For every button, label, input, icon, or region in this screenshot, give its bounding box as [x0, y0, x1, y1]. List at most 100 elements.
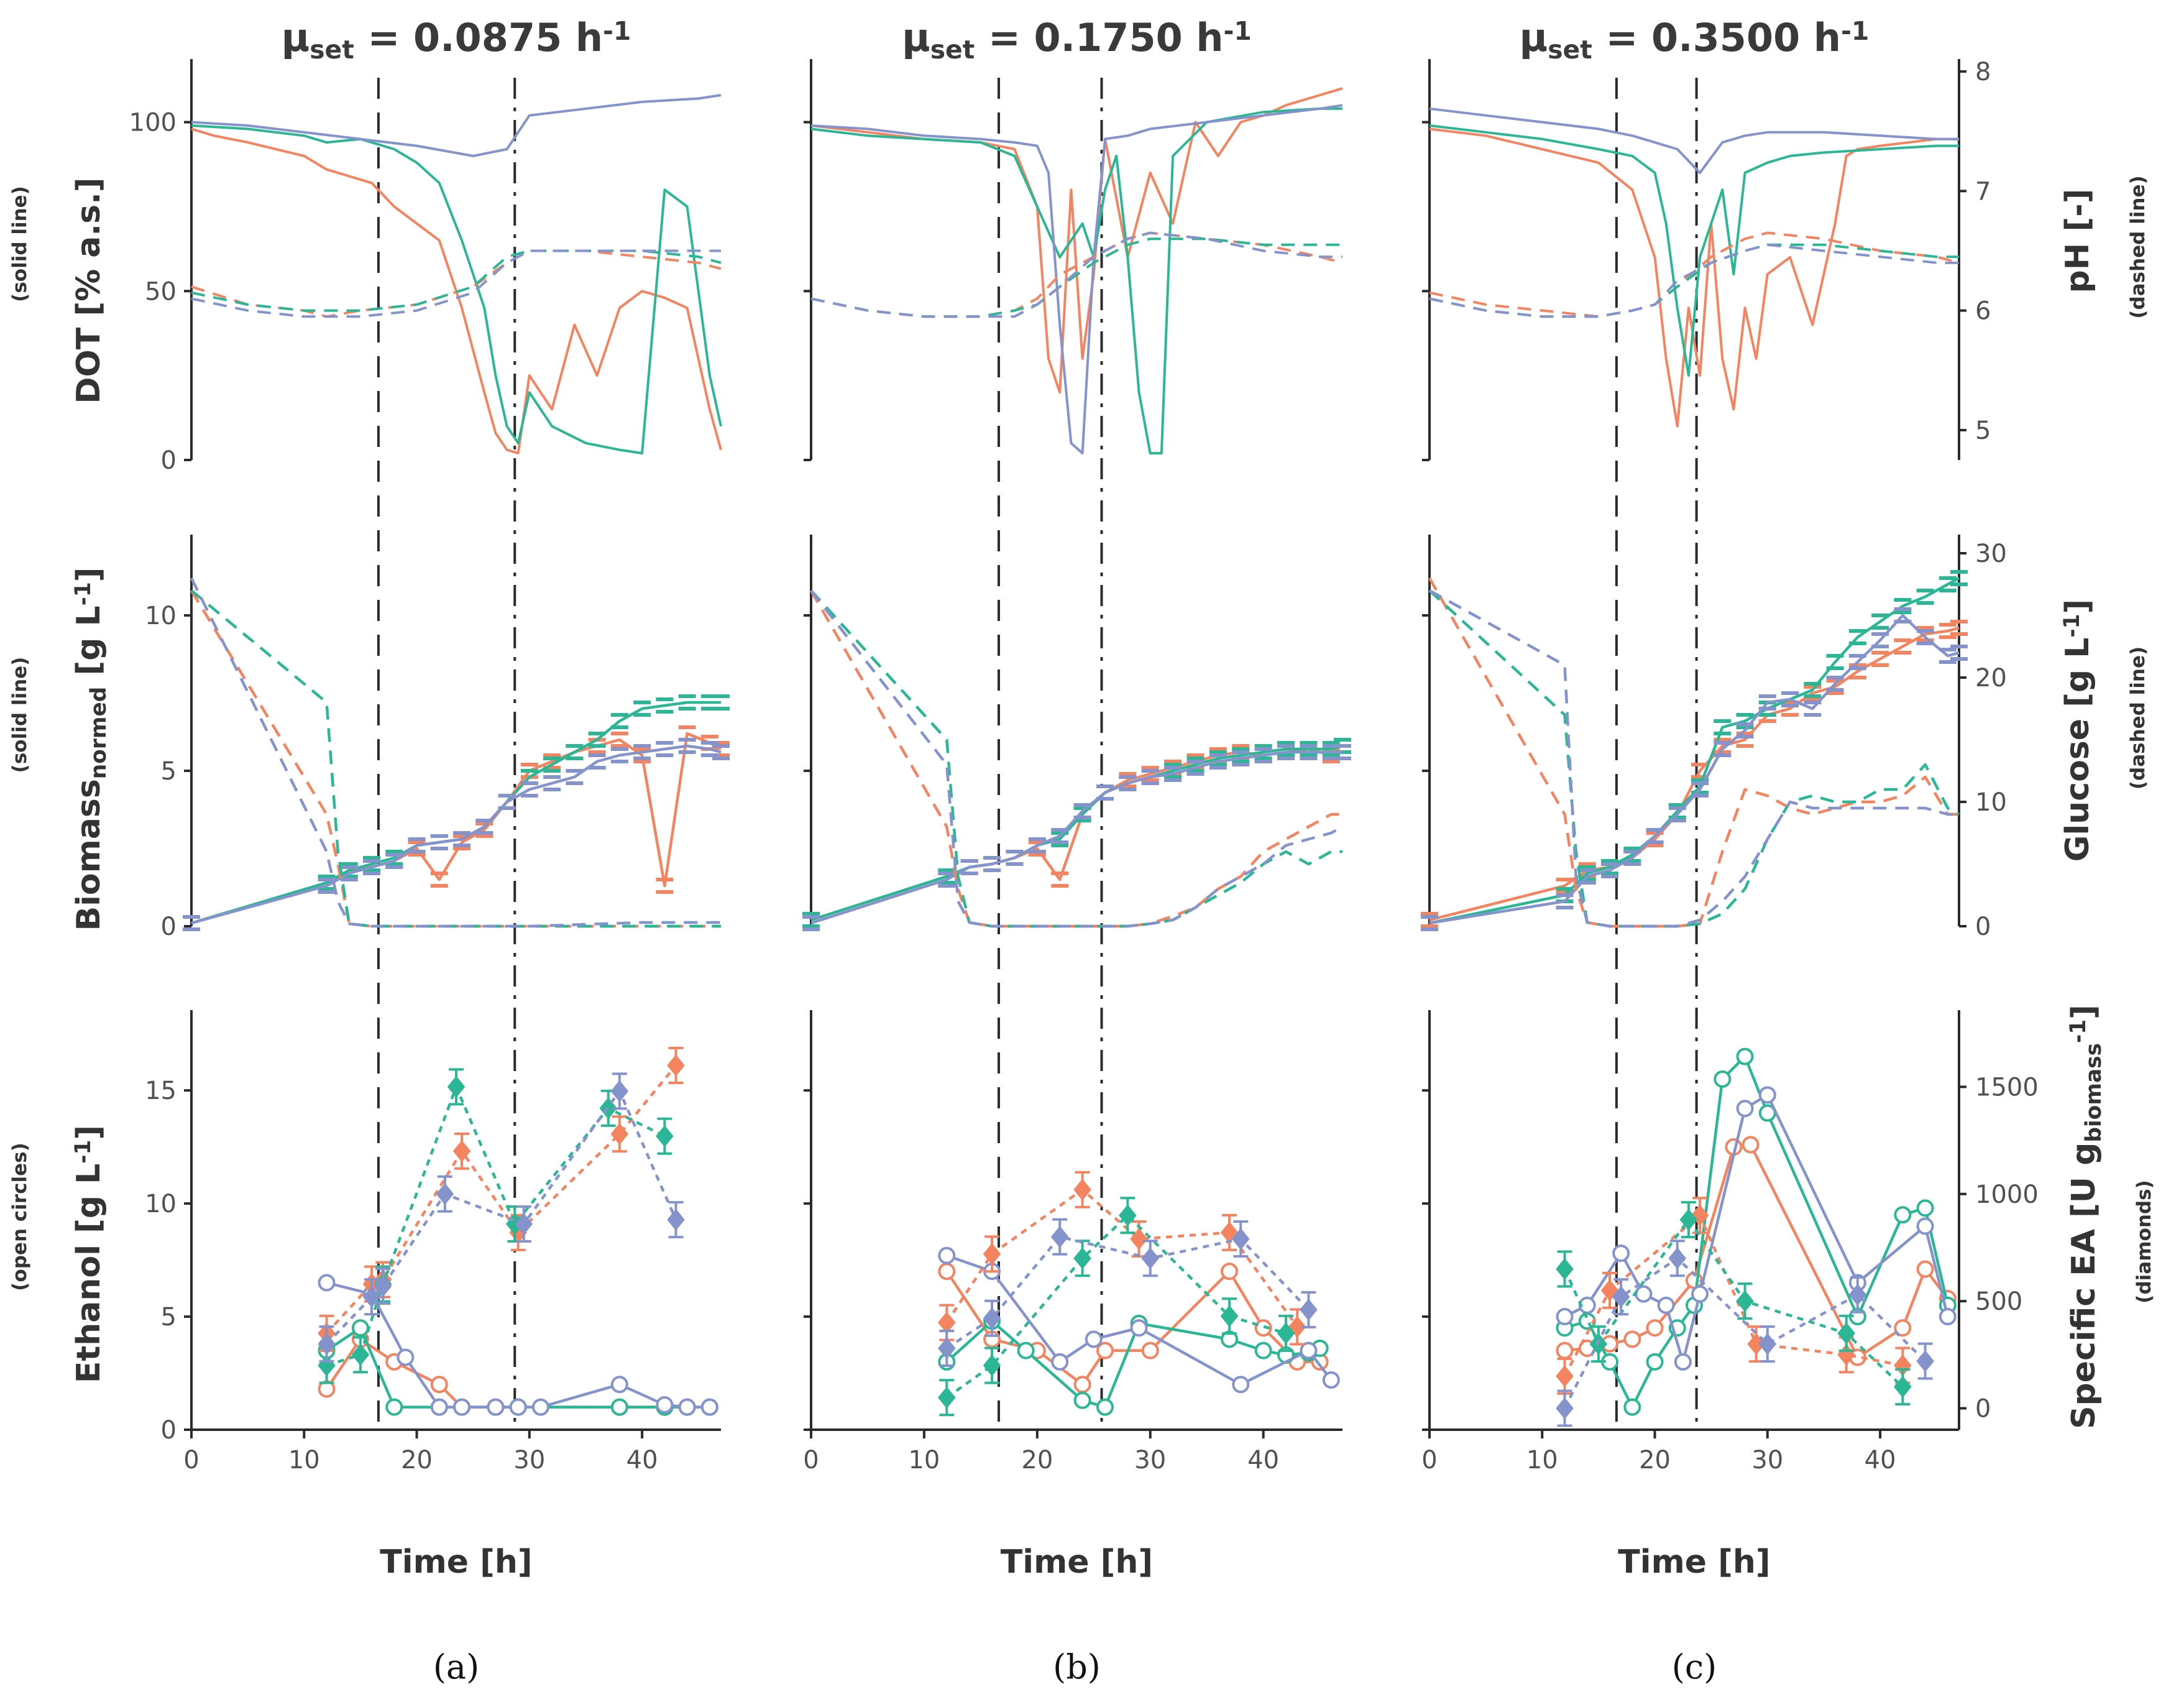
ethanol-point	[1017, 1341, 1035, 1359]
specific-ea-point	[1612, 1286, 1630, 1308]
series-line-green	[1429, 124, 1959, 377]
ethanol-axis-title-part: Ethanol [g L	[70, 1164, 108, 1383]
phase-lines	[377, 78, 1698, 1430]
left-tick-label: 5	[161, 1303, 177, 1332]
subfigure-label: (b)	[1053, 1647, 1101, 1686]
biomass-axis-title-part: ]	[70, 567, 108, 582]
ethanol-point	[1714, 1070, 1732, 1088]
series-line-orange	[1429, 626, 1960, 922]
specific-ea-point	[1119, 1204, 1137, 1226]
ethanol-point	[487, 1398, 505, 1416]
specific-ea-point	[1300, 1299, 1318, 1321]
specific-ea-point	[1758, 1333, 1777, 1355]
right-tick-label: 0	[1975, 1395, 1991, 1424]
ethanol-point	[1657, 1296, 1675, 1314]
specific-ea-point	[1050, 1226, 1069, 1248]
specific-ea-point	[1288, 1315, 1306, 1338]
ethanol-point	[1646, 1319, 1664, 1337]
specific-ea-point	[667, 1208, 685, 1231]
specific-ea-point	[1894, 1376, 1912, 1398]
series-line-green	[1563, 1218, 1904, 1388]
specific-ea-point	[656, 1125, 674, 1148]
series-line-blue	[191, 94, 722, 157]
specific-ea-point	[610, 1080, 629, 1102]
ethanol-point	[1635, 1285, 1653, 1303]
specific-ea-point	[938, 1386, 956, 1409]
column-title-part: = 0.3500 h	[1592, 15, 1841, 60]
specific-ea-point	[1691, 1204, 1709, 1226]
biomass-axis-title-part: [g L	[70, 605, 108, 686]
left-tick-label: 5	[161, 757, 177, 786]
column-title-part: = 0.1750 h	[975, 15, 1223, 60]
specific-ea-axis-title-part: biomass	[2081, 1043, 2106, 1143]
column-title-part: μ	[1520, 15, 1548, 60]
ethanol-point	[1073, 1391, 1091, 1409]
ethanol-axis-note-part: (open circles)	[9, 1143, 31, 1290]
specific-ea-point	[1736, 1290, 1754, 1312]
x-tick-label: 0	[803, 1446, 819, 1474]
ethanol-point	[1736, 1047, 1754, 1065]
series-line-blue	[1429, 614, 1960, 925]
right-tick-label: 1000	[1975, 1180, 2039, 1209]
ethanol-axis-note: (open circles)	[9, 1143, 31, 1290]
right-tick-label: 5	[1975, 416, 1991, 445]
x-tick-label: 0	[1421, 1446, 1437, 1474]
series-line-orange	[810, 589, 1342, 928]
dot-axis-title-part: DOT [% a.s.]	[70, 177, 108, 403]
x-tick-label: 30	[1751, 1446, 1783, 1474]
series-line-green	[810, 107, 1342, 455]
specific-ea-point	[983, 1354, 1001, 1377]
ethanol-point	[531, 1398, 549, 1416]
specific-ea-point	[436, 1183, 454, 1205]
x-tick-label: 30	[513, 1446, 545, 1474]
glucose-axis-title-part: Glucose [g L	[2059, 638, 2096, 862]
series-line-green	[1428, 589, 1960, 928]
glucose-axis-title-part: -1	[2060, 614, 2085, 638]
specific-ea-point	[1073, 1247, 1091, 1269]
ethanol-point	[1221, 1263, 1239, 1281]
specific-ea-point	[515, 1213, 533, 1235]
right-tick-label: 20	[1975, 664, 2007, 692]
dot-axis-note-part: (solid line)	[9, 186, 31, 302]
subfigure-label: (a)	[433, 1647, 479, 1686]
series-line-orange	[1563, 1214, 1903, 1377]
panel-frames	[184, 59, 1966, 1438]
ethanol-point	[1232, 1376, 1250, 1394]
ethanol-point	[610, 1376, 628, 1394]
specific-ea-point	[1556, 1397, 1574, 1420]
right-tick-label: 30	[1975, 540, 2007, 568]
series-line-orange	[325, 1338, 710, 1409]
series-line-blue	[1429, 107, 1959, 174]
left-tick-label: 10	[145, 1190, 177, 1218]
ethanol-point	[453, 1398, 471, 1416]
x-tick-label: 30	[1134, 1446, 1166, 1474]
ethanol-point	[700, 1398, 718, 1416]
specific-ea-axis-title: Specific EA [U gbiomass-1]	[2065, 1005, 2106, 1429]
column-title-part: set	[310, 35, 354, 65]
ethanol-point	[1130, 1319, 1148, 1337]
series-line-blue	[810, 589, 1344, 928]
specific-ea-point	[938, 1337, 956, 1359]
column-title: μset = 0.1750 h-1	[902, 15, 1252, 65]
biomass-axis-note: (solid line)	[9, 657, 31, 773]
specific-ea-point	[1073, 1179, 1091, 1201]
data-series	[183, 87, 1968, 1427]
glucose-axis-note-part: (dashed line)	[2127, 646, 2149, 789]
specific-ea-point	[938, 1312, 956, 1334]
biomass-axis-title-part: -1	[71, 582, 96, 605]
x-tick-label: 20	[1021, 1446, 1053, 1474]
ethanol-point	[1623, 1398, 1641, 1416]
specific-ea-axis-title-part: Specific EA [U g	[2065, 1143, 2103, 1429]
ethanol-point	[1894, 1319, 1912, 1337]
specific-ea-point	[1668, 1247, 1687, 1269]
column-title-part: set	[1548, 35, 1592, 65]
column-title-part: set	[930, 35, 975, 65]
ethanol-point	[1612, 1244, 1630, 1263]
ph-axis-title: pH [-]	[2059, 189, 2096, 293]
subfigure-label: (c)	[1672, 1647, 1717, 1686]
specific-ea-point	[983, 1307, 1001, 1330]
ethanol-point	[351, 1319, 369, 1337]
ph-axis-note-part: (dashed line)	[2127, 175, 2149, 318]
ethanol-point	[1916, 1217, 1934, 1235]
